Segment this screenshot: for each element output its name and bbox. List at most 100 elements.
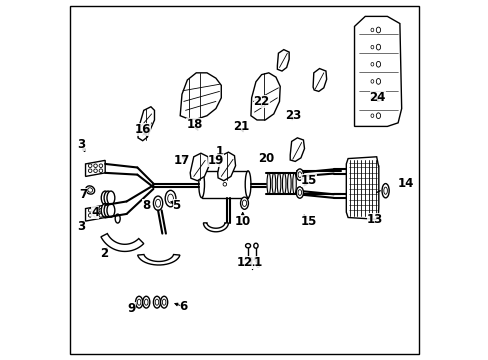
Ellipse shape (88, 213, 92, 217)
Ellipse shape (370, 80, 373, 83)
Ellipse shape (155, 299, 159, 305)
Ellipse shape (296, 169, 303, 180)
Ellipse shape (376, 113, 380, 118)
Text: 4: 4 (91, 206, 99, 219)
Text: 10: 10 (234, 215, 250, 228)
Ellipse shape (165, 190, 176, 207)
Text: 13: 13 (366, 213, 382, 226)
Ellipse shape (87, 188, 92, 192)
Text: 16: 16 (134, 123, 151, 136)
Text: 14: 14 (397, 177, 413, 190)
Polygon shape (312, 68, 326, 91)
Ellipse shape (370, 28, 373, 32)
Text: 23: 23 (285, 109, 301, 122)
Ellipse shape (101, 191, 109, 204)
Ellipse shape (101, 203, 109, 217)
Polygon shape (85, 160, 105, 176)
Ellipse shape (223, 183, 226, 186)
Ellipse shape (376, 62, 380, 67)
Text: 17: 17 (174, 154, 190, 167)
Ellipse shape (245, 244, 250, 248)
Ellipse shape (242, 200, 246, 206)
Polygon shape (190, 153, 208, 181)
Ellipse shape (153, 296, 160, 308)
Text: 15: 15 (300, 215, 316, 228)
Polygon shape (277, 50, 288, 71)
Text: 3: 3 (77, 138, 85, 151)
Ellipse shape (85, 186, 95, 194)
Polygon shape (137, 255, 180, 265)
Ellipse shape (298, 172, 301, 177)
Text: 9: 9 (127, 302, 136, 315)
Text: 5: 5 (172, 198, 181, 212)
Ellipse shape (376, 78, 380, 84)
Text: 20: 20 (257, 152, 273, 165)
Ellipse shape (277, 173, 280, 194)
Polygon shape (217, 152, 235, 181)
Text: 7: 7 (79, 188, 87, 201)
Ellipse shape (370, 63, 373, 66)
Text: 24: 24 (369, 91, 385, 104)
Text: 19: 19 (207, 154, 224, 167)
Ellipse shape (104, 191, 112, 204)
Ellipse shape (155, 199, 160, 207)
Text: 11: 11 (246, 256, 263, 269)
Polygon shape (354, 17, 401, 126)
Polygon shape (180, 73, 221, 119)
Ellipse shape (376, 96, 380, 102)
Ellipse shape (370, 45, 373, 49)
Polygon shape (346, 157, 378, 219)
Ellipse shape (153, 196, 163, 210)
Text: 1: 1 (215, 145, 223, 158)
Text: 2: 2 (100, 247, 108, 260)
Ellipse shape (94, 164, 97, 167)
Ellipse shape (99, 213, 102, 217)
Ellipse shape (296, 187, 303, 198)
Ellipse shape (198, 171, 204, 198)
Ellipse shape (135, 296, 142, 308)
Ellipse shape (376, 44, 380, 50)
Ellipse shape (240, 197, 248, 209)
Ellipse shape (88, 164, 92, 167)
Bar (201, 171, 247, 198)
Ellipse shape (167, 194, 173, 203)
Polygon shape (250, 73, 280, 120)
Text: 21: 21 (232, 120, 248, 133)
Ellipse shape (142, 296, 149, 308)
Text: 22: 22 (253, 95, 269, 108)
Text: 18: 18 (186, 118, 202, 131)
Ellipse shape (94, 169, 97, 172)
Ellipse shape (287, 173, 290, 194)
Polygon shape (203, 223, 228, 232)
Ellipse shape (282, 173, 285, 194)
Ellipse shape (256, 264, 259, 267)
Ellipse shape (137, 299, 141, 305)
Ellipse shape (292, 173, 296, 194)
Ellipse shape (160, 296, 167, 308)
Text: 3: 3 (77, 220, 85, 233)
Text: 15: 15 (300, 174, 316, 186)
Ellipse shape (107, 191, 115, 204)
Ellipse shape (99, 164, 102, 167)
Ellipse shape (253, 243, 258, 248)
Polygon shape (290, 138, 304, 161)
Polygon shape (101, 234, 143, 251)
Text: 12: 12 (237, 256, 253, 269)
Ellipse shape (370, 114, 373, 117)
Ellipse shape (383, 187, 386, 194)
Ellipse shape (370, 97, 373, 100)
Ellipse shape (88, 169, 92, 172)
Ellipse shape (107, 203, 115, 217)
Ellipse shape (144, 299, 148, 305)
Text: 6: 6 (179, 300, 187, 313)
Ellipse shape (298, 190, 301, 195)
Ellipse shape (115, 214, 120, 223)
Ellipse shape (94, 213, 97, 217)
Ellipse shape (99, 169, 102, 172)
Polygon shape (85, 205, 105, 221)
Ellipse shape (88, 208, 92, 212)
Polygon shape (138, 107, 154, 141)
Text: 8: 8 (142, 198, 150, 212)
Ellipse shape (162, 299, 165, 305)
Ellipse shape (266, 173, 270, 194)
